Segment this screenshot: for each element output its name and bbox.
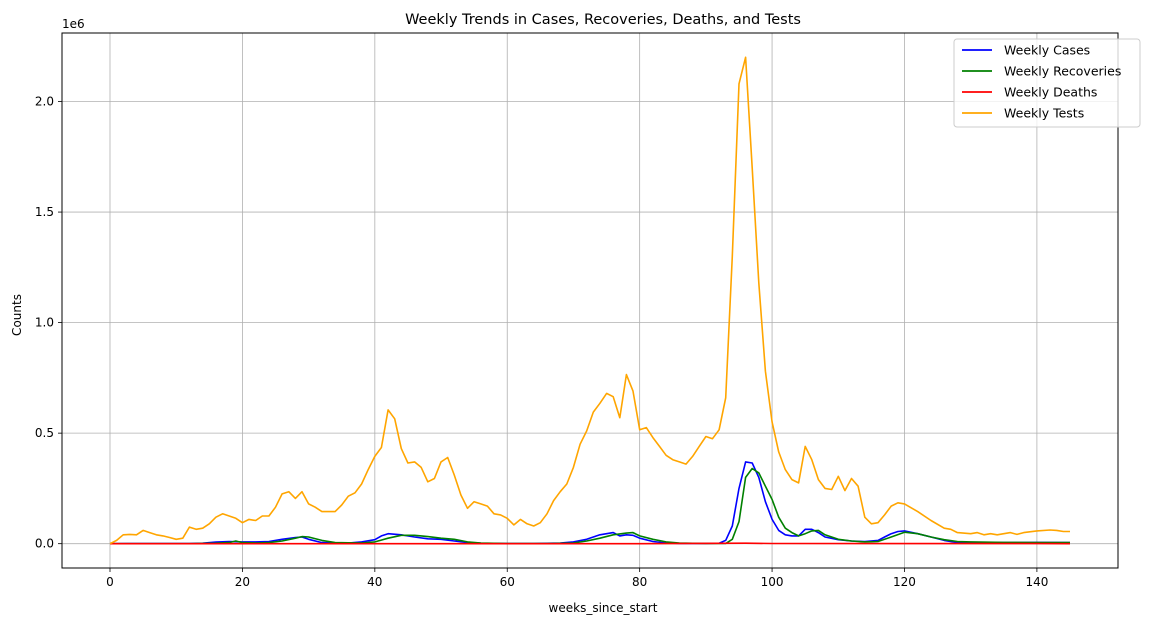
y-tick-label: 1.0 (35, 316, 54, 330)
x-axis-title: weeks_since_start (549, 601, 658, 615)
y-axis-ticks: 0.0 0.5 1.0 1.5 2.0 (35, 95, 62, 551)
legend-label-weekly-deaths: Weekly Deaths (1004, 85, 1097, 100)
x-axis-ticks: 0 20 40 60 80 100 120 140 (106, 568, 1048, 589)
x-tick-label: 80 (632, 575, 647, 589)
series-line-weekly-recoveries (110, 467, 1070, 545)
y-scale-offset-label: 1e6 (62, 17, 85, 31)
x-tick-label: 0 (106, 575, 114, 589)
y-axis-title: Counts (10, 294, 24, 336)
x-tick-label: 140 (1025, 575, 1048, 589)
x-tick-label: 120 (893, 575, 916, 589)
legend-label-weekly-cases: Weekly Cases (1004, 43, 1090, 58)
y-tick-label: 0.5 (35, 426, 54, 440)
x-tick-label: 60 (500, 575, 515, 589)
y-tick-label: 1.5 (35, 205, 54, 219)
legend-label-weekly-tests: Weekly Tests (1004, 106, 1084, 121)
series-lines (109, 56, 1071, 545)
series-line-weekly-tests (109, 56, 1070, 545)
chart-title: Weekly Trends in Cases, Recoveries, Deat… (405, 12, 801, 28)
legend-label-weekly-recoveries: Weekly Recoveries (1004, 64, 1121, 79)
x-tick-label: 40 (367, 575, 382, 589)
x-tick-label: 20 (235, 575, 250, 589)
y-tick-label: 2.0 (35, 95, 54, 109)
plot-area-frame (61, 32, 1119, 569)
series-line-weekly-deaths (110, 542, 1071, 545)
y-tick-label: 0.0 (35, 537, 54, 551)
legend: Weekly Cases Weekly Recoveries Weekly Deat… (953, 38, 1141, 128)
x-tick-label: 100 (761, 575, 784, 589)
legend-box (953, 38, 1141, 128)
